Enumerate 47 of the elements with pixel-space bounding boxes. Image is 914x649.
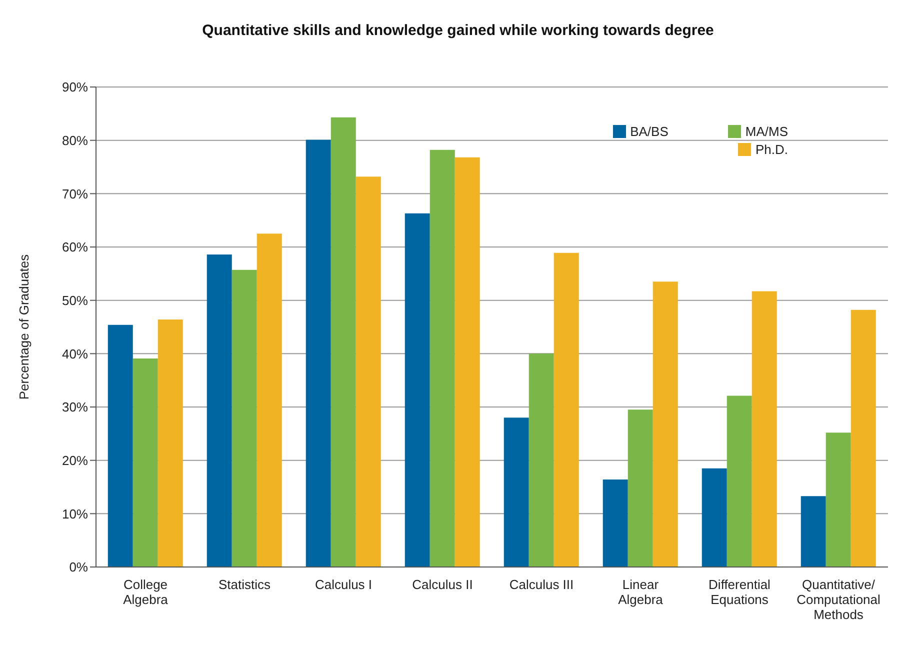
chart-title: Quantitative skills and knowledge gained while working towards degree [201,21,715,39]
bar [232,270,257,567]
y-tick-label: 20% [62,452,88,468]
x-tick-label: Linear Algebra [618,577,664,607]
x-tick-label: Differential Equations [708,577,771,607]
bar [702,468,727,567]
legend-label: Ph.D. [755,142,788,157]
bar [256,234,282,567]
bar [132,358,158,567]
bar [628,410,653,567]
bar [158,320,183,567]
x-tick-label: College Algebra [123,577,169,607]
bar [752,291,777,567]
x-tick-label: Statistics [218,577,272,592]
bar [602,480,628,567]
y-tick-label: 80% [62,132,88,148]
y-tick-label: 30% [62,400,88,415]
bar [826,432,851,567]
y-tick-label: 0% [69,560,88,575]
bar [652,282,678,567]
bar [850,310,876,567]
y-tick-label: 40% [62,346,88,362]
y-tick-label: 90% [62,80,88,95]
bar [404,213,430,567]
bar [528,354,554,567]
y-tick-label: 10% [62,506,88,522]
y-tick-label: 70% [62,186,88,202]
bar [726,396,752,567]
legend-label: BA/BS [630,124,668,139]
x-tick-label: Calculus II [412,577,473,592]
bar [206,254,232,567]
bar [306,140,331,567]
bar [108,324,133,567]
bar [330,117,356,567]
bar [454,157,480,567]
bar [504,418,529,567]
bar [430,150,455,567]
bar [554,252,579,567]
legend-label: MA/MS [745,124,788,139]
x-tick-label: Quantitative/ Computational Methods [796,577,881,622]
y-axis-title: Percentage of Graduates [16,254,32,400]
x-tick-label: Calculus I [314,577,372,592]
bar [800,496,826,567]
y-tick-label: 50% [62,292,88,308]
x-tick-label: Calculus III [509,577,574,592]
y-tick-label: 60% [62,240,88,255]
bar [356,176,381,567]
